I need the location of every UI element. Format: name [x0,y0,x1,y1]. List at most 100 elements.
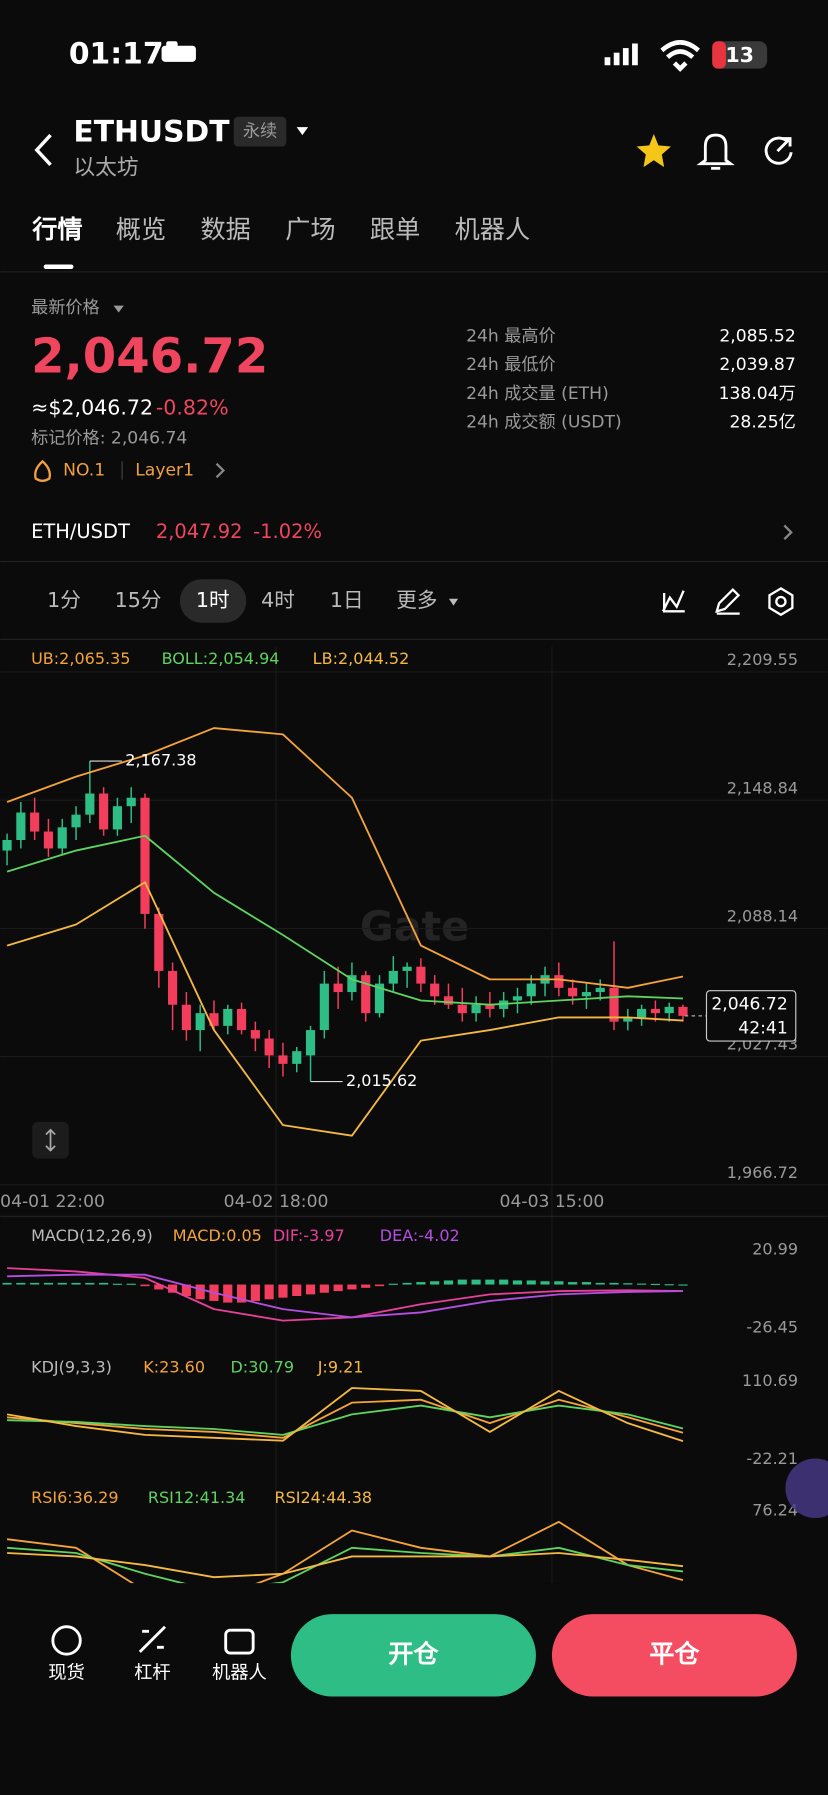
share[interactable] [764,136,793,165]
wifi-icon [660,40,700,72]
histogram-bar [623,1283,633,1285]
histogram-bar [85,1282,95,1285]
candle-body [637,1008,647,1018]
tab[interactable]: 机器人 [455,215,531,244]
candle-body [623,1017,633,1022]
stat-value: 138.04万 [719,384,796,404]
tab[interactable]: 行情 [31,215,82,244]
candle-body [402,966,412,971]
nav-label[interactable]: 机器人 [212,1663,267,1684]
histogram-bar [443,1280,454,1285]
nav-label[interactable]: 现货 [48,1663,85,1684]
indicator-line [6,1398,684,1439]
tag-box [233,116,287,147]
histogram-bar [678,1284,688,1286]
candle-body [333,983,343,993]
divider [0,271,828,273]
tab[interactable]: 广场 [285,215,335,244]
x-tick-label: 04-01 22:00 [0,1192,105,1212]
indicator-icon[interactable] [661,590,685,613]
indicator-line [6,881,684,1137]
legend-entry: UB:2,065.35 [31,649,130,668]
interval[interactable]: 1时 [196,588,230,612]
divider [0,1215,828,1217]
legend-entry: D:30.79 [230,1358,294,1377]
histogram-bar [581,1282,592,1285]
settings-icon[interactable] [768,587,794,617]
alert[interactable] [696,133,735,170]
close-label: 平仓 [649,1639,700,1668]
last-price-label: 2,046.72 [711,994,787,1014]
candle-body [71,814,81,828]
indicator-line [7,1273,684,1319]
candle-body [223,1008,233,1026]
indicator-line [7,1404,684,1436]
chevron[interactable] [783,524,793,540]
floating-assistant[interactable] [785,1458,828,1518]
histogram-bar [637,1283,647,1285]
tab[interactable]: 概览 [116,215,166,244]
candle-body [471,1004,481,1014]
stat-value: 28.25亿 [729,412,795,432]
candle-body [236,1008,247,1031]
interval[interactable]: 1日 [330,588,364,612]
nav-label[interactable]: 杠杆 [134,1663,171,1684]
battery-text: 13 [725,43,754,67]
histogram-bar [609,1282,619,1285]
histogram-bar [250,1284,260,1301]
candle-body [126,797,136,807]
legend-entry: K:23.60 [143,1358,205,1377]
stat-label: 24h 成交量 (ETH) [466,384,609,404]
interval[interactable]: 4时 [261,588,295,612]
x-tick-label: 04-03 15:00 [500,1192,605,1212]
histogram-bar [264,1284,274,1300]
indicator-panels: 20.99 -26.45 MACD(12,26,9) MACD:0.05 DIF:-3.… [2,1226,798,1584]
tab[interactable]: 数据 [201,215,251,244]
candle-body [347,975,357,993]
indicator-line [6,1520,684,1584]
candle-body [181,1004,191,1031]
dropdown[interactable] [113,305,124,313]
interval[interactable]: 1分 [47,588,81,612]
stat-value: 2,085.52 [719,327,795,347]
close-button[interactable] [551,1614,797,1697]
interval[interactable]: 更多 [396,588,437,612]
open-button[interactable] [290,1614,536,1697]
histogram-bar [43,1282,54,1285]
indicator-line [6,727,684,989]
histogram-bar [126,1283,136,1285]
spot-price: 2,047.92 [156,520,243,543]
histogram-bar [223,1284,233,1303]
tab[interactable]: 跟单 [370,215,420,244]
margin-icon [138,1625,167,1653]
candle-body [250,1030,260,1039]
candle-body [292,1051,302,1064]
interval[interactable]: 15分 [115,588,162,612]
price-label: 最新价格 [31,298,100,318]
sector[interactable]: Layer1 [135,461,194,481]
legend-entry: RSI24:44.38 [274,1488,372,1507]
tag: 永续 [243,122,277,142]
candle-body [512,996,523,1001]
usd-price: ≈$2,046.72 [31,396,153,420]
back-button[interactable] [34,133,52,167]
candle-body [416,966,426,984]
legend-entry: MACD:0.05 [173,1226,262,1245]
spot-pair[interactable]: ETH/USDT [31,520,130,543]
candle-body [112,806,122,830]
sleep-icon [161,41,196,62]
dropdown[interactable] [296,127,309,136]
candle-body [388,970,398,984]
dropdown[interactable] [448,598,459,606]
draw-icon[interactable] [715,587,741,615]
candle-body [430,983,440,997]
candle-body [609,987,619,1022]
y-tick-label: 2,088.14 [727,906,798,925]
candle-body [361,975,371,1014]
favorite[interactable] [636,133,672,168]
candle-body [554,975,564,988]
histogram-bar [236,1284,247,1303]
last-price-box [705,990,797,1042]
histogram-bar [292,1284,302,1297]
